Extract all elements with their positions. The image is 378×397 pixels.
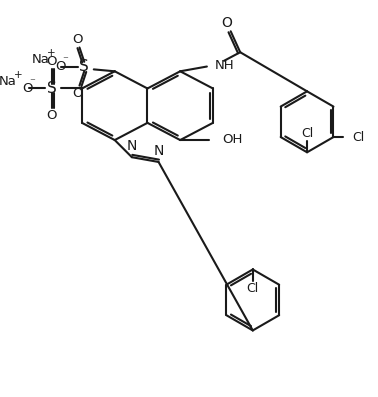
Text: S: S (46, 81, 56, 96)
Text: Cl: Cl (353, 131, 365, 144)
Text: O: O (46, 109, 57, 121)
Text: S: S (79, 59, 89, 74)
Text: O: O (72, 33, 83, 46)
Text: Na: Na (31, 53, 50, 66)
Text: +: + (46, 48, 55, 58)
Text: OH: OH (222, 133, 243, 146)
Text: O: O (22, 82, 33, 95)
Text: Cl: Cl (247, 282, 259, 295)
Text: O: O (46, 55, 57, 68)
Text: O: O (72, 87, 83, 100)
Text: NH: NH (214, 59, 234, 72)
Text: N: N (153, 144, 164, 158)
Text: Na: Na (0, 75, 17, 88)
Text: N: N (127, 139, 137, 153)
Text: +: + (14, 70, 22, 80)
Text: O: O (222, 16, 232, 30)
Text: ⁻: ⁻ (29, 77, 36, 87)
Text: O: O (55, 60, 66, 73)
Text: Cl: Cl (301, 127, 313, 140)
Text: ⁻: ⁻ (62, 55, 68, 65)
